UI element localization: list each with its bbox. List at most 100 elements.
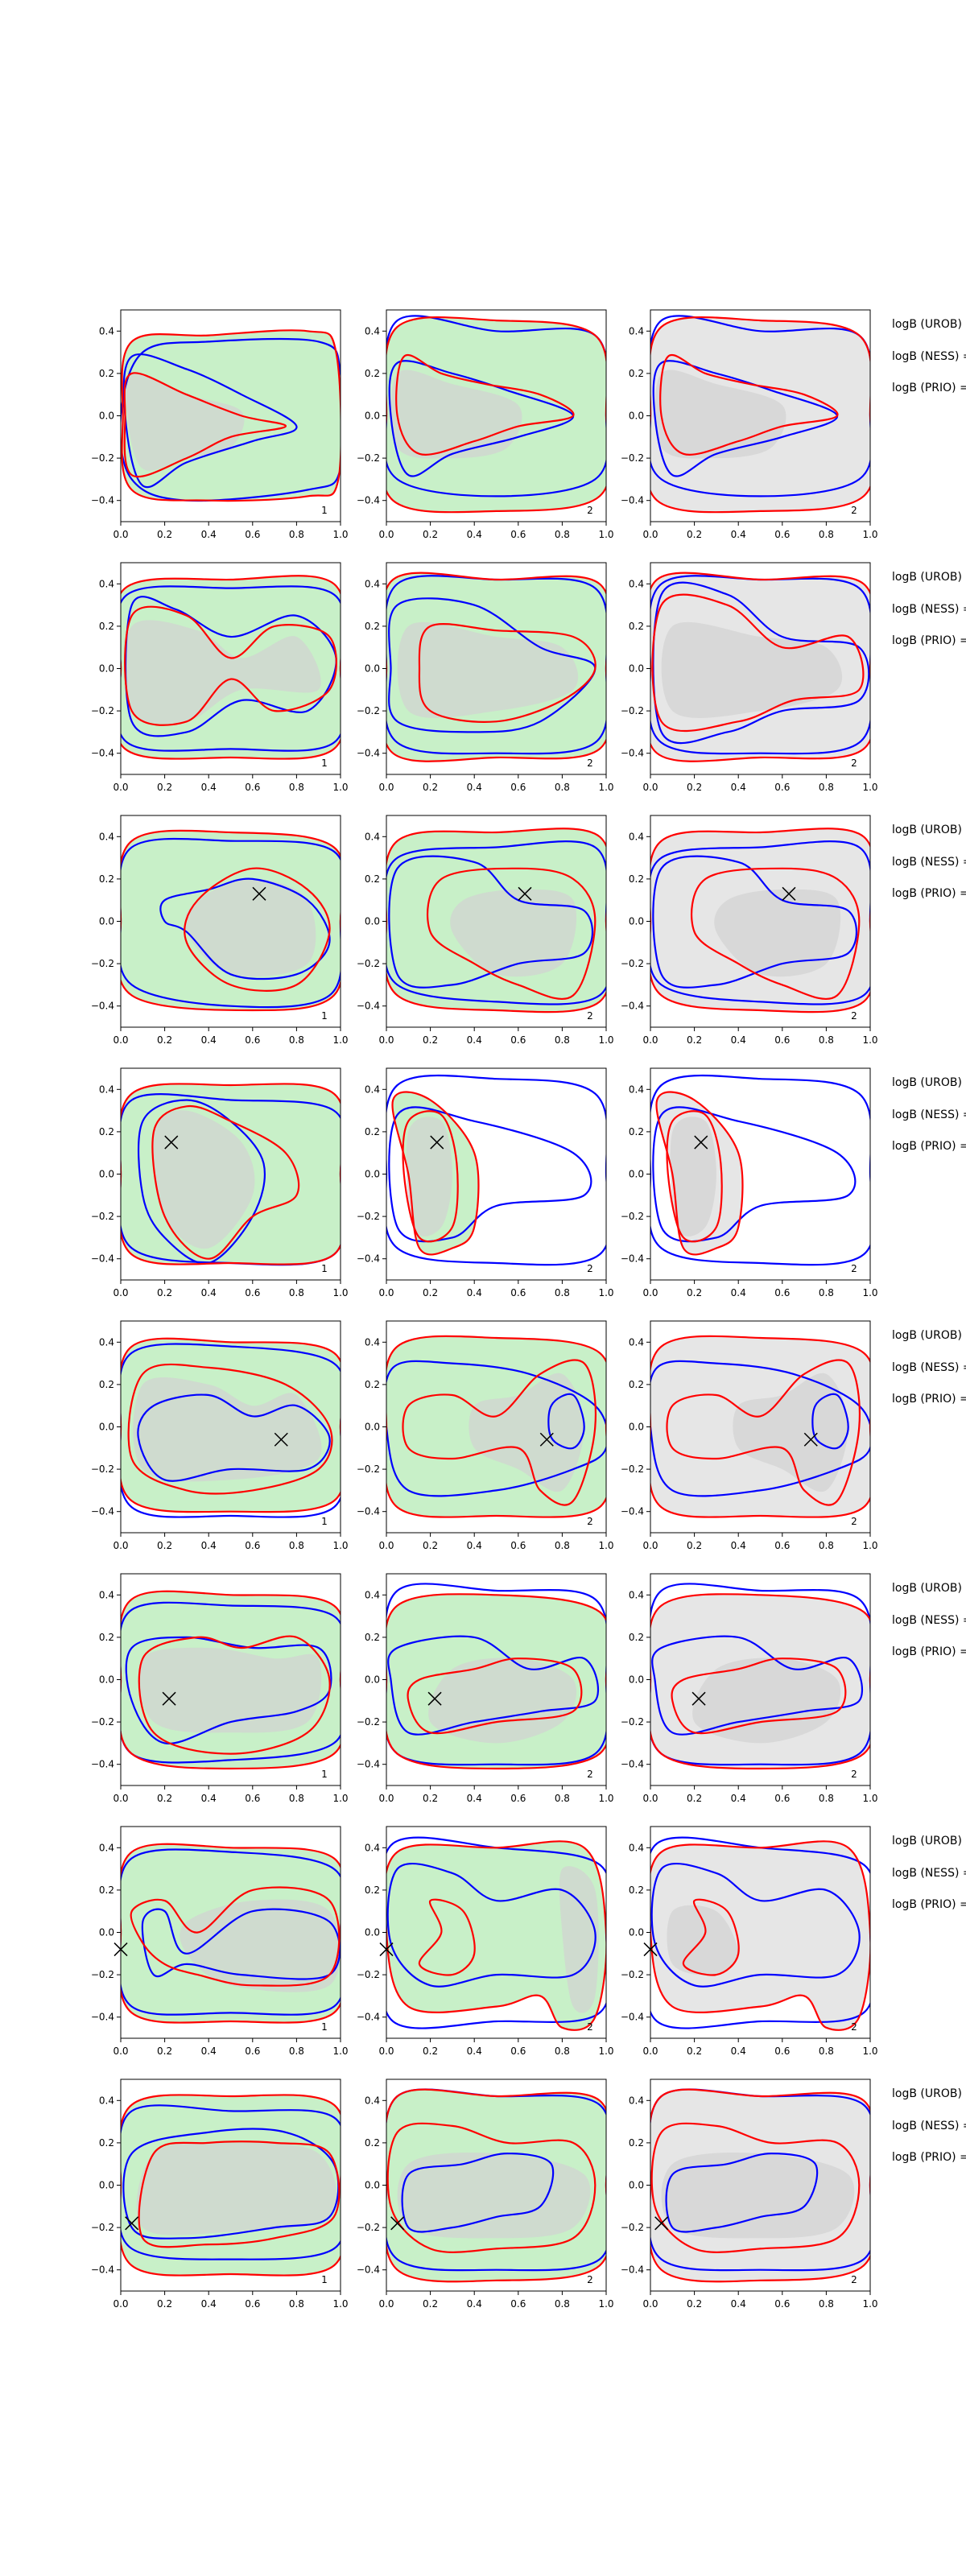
x-tick-label: 0.8 (555, 1793, 570, 1804)
y-tick-label: 0.2 (629, 1885, 644, 1896)
blue-contour-inner (651, 1635, 863, 1736)
x-tick-label: 1.0 (598, 1540, 613, 1551)
x-tick-label: 0.4 (201, 2046, 217, 2057)
y-tick-label: −0.2 (91, 452, 114, 464)
blue-contour-inner (652, 360, 839, 477)
y-tick-label: −0.4 (91, 1759, 114, 1770)
y-tick-label: 0.0 (365, 411, 380, 422)
y-tick-label: −0.4 (621, 2264, 644, 2276)
side-label-2: logB (NESS) = (892, 2120, 966, 2132)
y-tick-label: 0.4 (365, 1842, 380, 1853)
y-tick-label: 0.4 (99, 1336, 114, 1348)
blue-contour-outer (386, 2088, 606, 2272)
x-tick-label: 0.2 (687, 529, 702, 540)
panel-r4-c3: 0.0 0.2 0.4 0.6 0.8 1.0 −0.4 −0.2 0.0 0.2 0.4 2 (621, 1067, 878, 1298)
y-tick-label: 0.0 (629, 916, 644, 927)
y-tick-label: 0.0 (365, 2180, 380, 2191)
y-tick-label: −0.4 (91, 495, 114, 506)
x-tick-label: 0.4 (467, 1287, 482, 1298)
y-tick-label: 0.0 (629, 1674, 644, 1686)
x-tick-label: 0.8 (289, 1287, 304, 1298)
y-tick-label: −0.4 (91, 1253, 114, 1265)
panel-corner-label: 1 (321, 2021, 328, 2033)
x-tick-label: 0.2 (423, 1034, 438, 1046)
y-tick-label: −0.2 (357, 2222, 380, 2233)
red-contour-outer (650, 1593, 870, 1770)
x-tick-label: 0.4 (731, 1034, 746, 1046)
x-tick-label: 0.0 (113, 529, 128, 540)
red-contour-outer (650, 1335, 870, 1518)
blue-contour-outer (650, 2088, 870, 2272)
x-tick-label: 0.0 (642, 782, 658, 793)
x-tick-label: 0.6 (245, 1793, 260, 1804)
panel-r1-c3: 0.0 0.2 0.4 0.6 0.8 1.0 −0.4 −0.2 0.0 0.2 0.4 2 (621, 309, 878, 540)
y-tick-label: 0.2 (629, 368, 644, 379)
x-tick-label: 0.6 (510, 782, 526, 793)
red-contour-outer (650, 828, 870, 1013)
y-tick-label: 0.0 (99, 1927, 114, 1938)
panel-r5-c2: 0.0 0.2 0.4 0.6 0.8 1.0 −0.4 −0.2 0.0 0.2 0.4 2 (357, 1320, 614, 1551)
x-tick-label: 0.0 (113, 2298, 128, 2310)
y-tick-label: 0.4 (99, 1842, 114, 1853)
x-tick-label: 0.8 (819, 782, 834, 793)
x-tick-label: 0.6 (774, 1540, 790, 1551)
red-contour-outer (121, 575, 341, 760)
x-tick-label: 0.8 (819, 1287, 834, 1298)
x-tick-label: 0.8 (289, 529, 304, 540)
red-contour-outer (386, 2088, 606, 2283)
y-tick-label: 0.2 (629, 621, 644, 632)
y-tick-label: 0.2 (365, 1885, 380, 1896)
y-tick-label: −0.2 (357, 705, 380, 716)
blue-contour-outer (121, 1343, 341, 1518)
x-tick-label: 1.0 (862, 529, 877, 540)
x-tick-label: 0.6 (510, 1034, 526, 1046)
x-tick-label: 0.2 (423, 2298, 438, 2310)
red-contour-inner (124, 605, 337, 726)
side-label-2: logB (NESS) = (892, 1614, 966, 1627)
panel-r4-c2: 0.0 0.2 0.4 0.6 0.8 1.0 −0.4 −0.2 0.0 0.2 0.4 2 (357, 1067, 614, 1298)
red-contour-outer (655, 1091, 744, 1256)
truth-marker (427, 1691, 442, 1706)
red-contour-inner (418, 1898, 476, 1976)
red-contour-outer (121, 329, 341, 502)
x-tick-label: 0.0 (113, 1540, 128, 1551)
x-tick-label: 0.2 (423, 1793, 438, 1804)
x-tick-label: 0.0 (378, 782, 394, 793)
red-contour-inner (138, 1635, 331, 1755)
x-tick-label: 0.4 (731, 2046, 746, 2057)
red-contour-inner (426, 867, 597, 1001)
panel-corner-label: 1 (321, 505, 328, 516)
panel-r3-c3: 0.0 0.2 0.4 0.6 0.8 1.0 −0.4 −0.2 0.0 0.2 0.4 2 (621, 815, 878, 1046)
filled-contour-inner (152, 1110, 255, 1249)
y-tick-label: 0.4 (365, 578, 380, 589)
x-tick-label: 0.4 (731, 1540, 746, 1551)
y-tick-label: 0.2 (365, 873, 380, 885)
side-label-1: logB (UROB) = (892, 1329, 966, 1342)
x-tick-label: 0.6 (245, 1287, 260, 1298)
panel-corner-label: 1 (321, 1263, 328, 1274)
red-contour-inner (402, 1110, 459, 1243)
y-tick-label: −0.2 (91, 1211, 114, 1222)
y-tick-label: 0.0 (365, 1169, 380, 1180)
y-tick-label: −0.4 (91, 1001, 114, 1012)
red-contour-inner (151, 1104, 300, 1260)
red-contour-inner (659, 353, 839, 456)
side-label-2: logB (NESS) = (892, 1361, 966, 1374)
blue-contour-outer (386, 315, 606, 497)
blue-contour-inner (386, 1862, 597, 1988)
blue-contour-inner (387, 1635, 599, 1736)
panel-corner-label: 2 (851, 1516, 857, 1527)
x-tick-label: 0.8 (289, 1034, 304, 1046)
red-contour-outer (121, 1843, 341, 2024)
panel-corner-label: 2 (587, 2021, 593, 2033)
x-tick-label: 0.8 (289, 1793, 304, 1804)
red-contour-outer (650, 1840, 870, 2031)
blue-contour-inner (401, 2152, 555, 2233)
x-tick-label: 0.8 (819, 1540, 834, 1551)
x-tick-label: 0.4 (201, 1793, 217, 1804)
y-tick-label: 0.2 (99, 1885, 114, 1896)
side-label-2: logB (NESS) = (892, 603, 966, 616)
blue-contour-outer (386, 1583, 606, 1766)
x-tick-label: 0.6 (245, 1540, 260, 1551)
side-label-1: logB (UROB) = (892, 824, 966, 836)
